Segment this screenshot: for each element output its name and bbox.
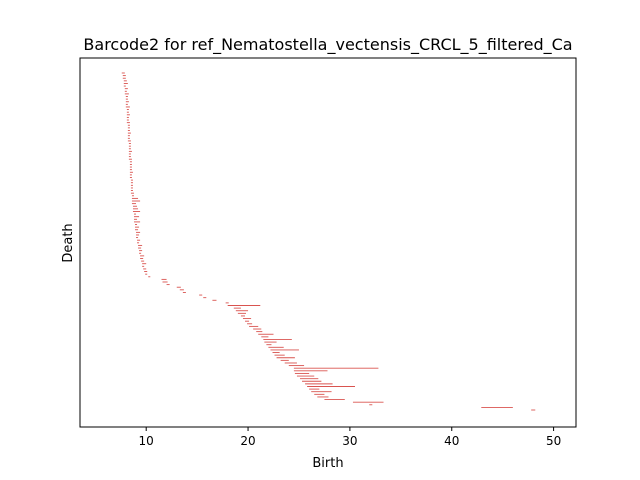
x-tick-label: 40 <box>444 434 459 448</box>
x-axis-ticks: 10 20 30 40 50 <box>139 427 561 448</box>
x-tick-label: 10 <box>139 434 154 448</box>
barcode-bars <box>121 72 536 411</box>
x-tick-label: 30 <box>342 434 357 448</box>
x-axis-label: Birth <box>312 456 343 471</box>
x-tick-label: 20 <box>240 434 255 448</box>
x-tick-label: 50 <box>546 434 561 448</box>
y-axis-label: Death <box>61 223 76 262</box>
plot-frame <box>79 57 577 428</box>
chart-title: Barcode2 for ref_Nematostella_vectensis_… <box>83 35 572 55</box>
